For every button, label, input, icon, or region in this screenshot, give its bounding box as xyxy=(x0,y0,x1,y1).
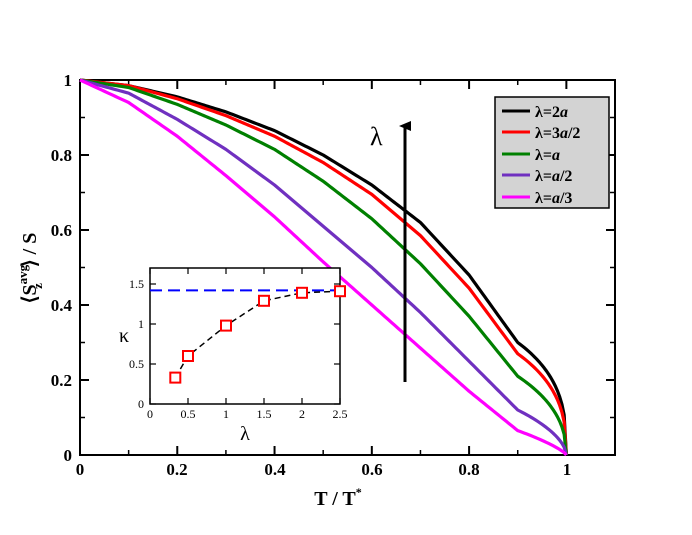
series-line xyxy=(79,78,568,456)
x-tick-label: 0.2 xyxy=(166,460,187,479)
inset-y-tick-label: 0.5 xyxy=(129,357,144,371)
inset-data-point xyxy=(220,319,232,332)
inset-data-point xyxy=(258,294,270,307)
x-tick-label: 0 xyxy=(76,460,85,479)
inset-plot: 0 0.5 1 1.5 2 2.5 0 0.5 1 1.5 λ κ xyxy=(119,267,348,445)
inset-x-tick-label: 1 xyxy=(223,407,229,421)
y-tick-label: 0.8 xyxy=(51,146,72,165)
legend-label: λ=a/2 xyxy=(535,168,572,185)
y-tick-label: 1 xyxy=(64,71,73,90)
legend-label: λ=a/3 xyxy=(535,190,572,207)
legend: λ=2a λ=3a/2 λ=a λ=a/2 λ=a/3 xyxy=(494,96,610,209)
inset-x-tick-label: 2.5 xyxy=(333,407,348,421)
inset-x-axis-title: λ xyxy=(240,423,250,445)
series-line xyxy=(79,78,568,457)
inset-x-tick-label: 0 xyxy=(147,407,153,421)
main-ticks xyxy=(79,79,615,456)
series-line xyxy=(79,78,568,456)
x-axis-title: T / T* xyxy=(314,485,362,510)
inset-marks xyxy=(150,285,346,384)
x-tick-label: 0.8 xyxy=(458,460,479,479)
inset-x-tick-label: 1.5 xyxy=(257,407,272,421)
inset-data-point xyxy=(182,350,194,362)
inset-y-tick-label: 1 xyxy=(138,317,144,331)
y-tick-label: 0.6 xyxy=(51,221,72,240)
legend-label: λ=a xyxy=(535,147,560,164)
y-tick-label: 0.2 xyxy=(51,371,72,390)
inset-data-point xyxy=(296,286,308,299)
y-tick-label: 0.4 xyxy=(51,296,73,315)
y-axis-title: ⟨Savgz⟩ / S xyxy=(15,233,45,304)
inset-y-tick-label: 0 xyxy=(138,397,144,411)
x-tick-label: 0.6 xyxy=(361,460,382,479)
x-tick-label: 1 xyxy=(563,460,572,479)
inset-ticks xyxy=(149,268,341,405)
inset-x-tick-label: 0.5 xyxy=(181,407,196,421)
inset-x-tick-label: 2 xyxy=(299,407,305,421)
inset-data-point xyxy=(334,285,346,298)
legend-label: λ=3a/2 xyxy=(535,125,580,142)
y-tick-label: 0 xyxy=(64,446,73,465)
inset-data-point xyxy=(169,371,182,384)
main-curves xyxy=(79,78,568,457)
inset-y-axis-title: κ xyxy=(119,325,129,347)
legend-label: λ=2a xyxy=(535,104,568,121)
x-tick-label: 0.4 xyxy=(264,460,286,479)
series-line xyxy=(79,78,568,456)
inset-y-tick-label: 1.5 xyxy=(129,277,144,291)
lambda-annotation: λ xyxy=(370,122,383,151)
